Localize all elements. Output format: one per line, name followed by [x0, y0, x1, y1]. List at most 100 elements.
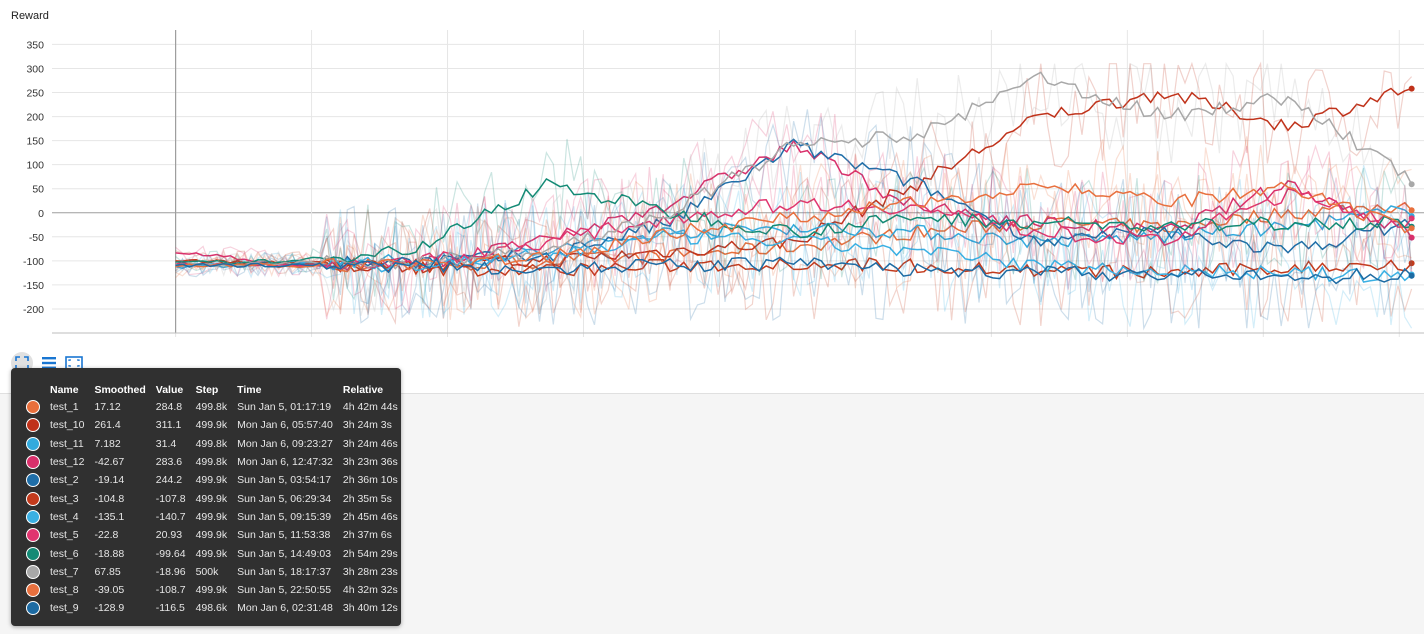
series-color-swatch	[26, 583, 40, 598]
y-tick-label: 250	[26, 88, 44, 100]
tooltip-cell-relative: 2h 35m 5s	[342, 492, 392, 505]
tooltip-row: test_11 7.182 31.4 499.8k Mon Jan 6, 09:23:2…	[21, 435, 403, 453]
tooltip-cell-name: test_5	[50, 529, 79, 542]
tooltip-row: test_12 -42.67 283.6 499.8k Mon Jan 6, 12:47…	[21, 453, 403, 471]
tooltip-cell-smoothed: -22.8	[94, 529, 119, 542]
raw-series-line	[175, 187, 1413, 329]
tooltip-swatch-cell	[21, 563, 45, 581]
tooltip-cell-value: 311.1	[155, 419, 182, 432]
tooltip-cell-time: Sun Jan 5, 22:50:55	[237, 584, 332, 597]
tooltip-cell-value: -116.5	[155, 602, 185, 615]
tooltip-cell-smoothed: -42.67	[94, 456, 125, 469]
tooltip-header-name: Name	[50, 384, 79, 396]
tooltip-cell-time: Sun Jan 5, 03:54:17	[237, 474, 332, 487]
smoothed-series-line	[175, 71, 1413, 270]
tooltip-cell-name: test_11	[50, 437, 84, 450]
raw-series-line	[175, 61, 1413, 326]
tooltip-cell-relative: 2h 45m 46s	[342, 510, 398, 523]
tooltip-header-smoothed: Smoothed	[94, 384, 146, 396]
tooltip-cell-smoothed: -39.05	[94, 584, 125, 597]
tooltip-row: test_10 261.4 311.1 499.9k Mon Jan 6, 05:57:…	[21, 416, 403, 434]
series-endpoint-marker	[1408, 234, 1415, 241]
tooltip-cell-name: test_10	[50, 419, 85, 432]
smoothed-series-line	[175, 256, 1413, 285]
tooltip-cell-relative: 3h 24m 46s	[342, 437, 398, 450]
tooltip-cell-name: test_1	[50, 401, 79, 414]
tooltip-swatch-cell	[21, 599, 45, 617]
raw-series-line	[175, 109, 1413, 319]
tooltip-cell-value: -140.7	[155, 510, 186, 523]
tooltip-cell-time: Sun Jan 5, 09:15:39	[237, 510, 332, 523]
tooltip-cell-time: Sun Jan 5, 01:17:19	[237, 401, 332, 414]
tooltip-cell-relative: 2h 37m 6s	[342, 529, 392, 542]
tooltip-row: test_6 -18.88 -99.64 499.9k Sun Jan 5, 14:49…	[21, 544, 403, 562]
tooltip-cell-time: Mon Jan 6, 12:47:32	[237, 456, 333, 469]
tooltip-cell-time: Sun Jan 5, 11:53:38	[237, 529, 331, 542]
tooltip-cell-step: 499.9k	[195, 547, 228, 560]
raw-series-line	[175, 144, 1413, 313]
tooltip-body: test_1 17.12 284.8 499.8k Sun Jan 5, 01:17:1…	[21, 398, 403, 618]
series-color-swatch	[26, 491, 40, 506]
tooltip-cell-value: -18.96	[155, 565, 186, 578]
series-endpoint-marker	[1408, 85, 1415, 92]
tooltip-swatch-cell	[21, 471, 45, 489]
tooltip-swatch-cell	[21, 398, 45, 416]
tooltip-swatch-cell	[21, 489, 45, 507]
tooltip-table: Name Smoothed Value Step Time Relative t…	[21, 382, 403, 618]
y-tick-label: -50	[29, 232, 44, 244]
toggle-log-button[interactable]	[38, 352, 60, 374]
tooltip-row: test_4 -135.1 -140.7 499.9k Sun Jan 5, 09:15…	[21, 508, 403, 526]
tooltip-header-row: Name Smoothed Value Step Time Relative	[21, 382, 403, 398]
y-tick-label: -150	[23, 280, 44, 292]
tooltip-cell-name: test_9	[50, 602, 79, 615]
tooltip-header-value: Value	[155, 384, 184, 396]
series-endpoint-marker	[1408, 207, 1415, 214]
tooltip-cell-value: -99.64	[155, 547, 186, 560]
tooltip-swatch-cell	[21, 508, 45, 526]
tooltip-cell-step: 499.9k	[195, 419, 228, 432]
tooltip-cell-name: test_2	[50, 474, 79, 487]
tooltip-cell-step: 499.9k	[195, 510, 228, 523]
tooltip-swatch-cell	[21, 453, 45, 471]
tooltip-cell-time: Sun Jan 5, 06:29:34	[237, 492, 332, 505]
tooltip-cell-time: Mon Jan 6, 05:57:40	[237, 419, 333, 432]
y-tick-label: 100	[26, 160, 44, 172]
series-endpoint-marker	[1408, 272, 1415, 279]
tooltip-cell-relative: 3h 24m 3s	[342, 419, 392, 432]
tooltip-header-swatch	[21, 382, 45, 398]
series-endpoint-marker	[1408, 181, 1415, 188]
expand-icon	[15, 356, 29, 370]
tooltip-cell-value: -107.8	[155, 492, 186, 505]
y-tick-label: 0	[38, 208, 44, 220]
y-tick-label: -100	[23, 256, 44, 268]
tooltip-swatch-cell	[21, 435, 45, 453]
tooltip-cell-relative: 3h 23m 36s	[342, 456, 398, 469]
tooltip-swatch-cell	[21, 416, 45, 434]
tooltip-cell-name: test_4	[50, 510, 79, 523]
tooltip-cell-smoothed: 261.4	[94, 419, 121, 432]
tooltip-cell-relative: 3h 40m 12s	[342, 602, 398, 615]
y-tick-label: 150	[26, 136, 44, 148]
tooltip-row: test_8 -39.05 -108.7 499.9k Sun Jan 5, 22:50…	[21, 581, 403, 599]
reward-chart[interactable]: -200 -150 -100 -50 0 50 100 150 200 250 300 350	[0, 0, 1424, 345]
series-color-swatch	[26, 546, 40, 561]
series-color-swatch	[26, 601, 40, 616]
y-tick-label: 200	[26, 112, 44, 124]
tooltip-row: test_7 67.85 -18.96 500k Sun Jan 5, 18:17:37…	[21, 563, 403, 581]
raw-series-line	[175, 61, 1412, 316]
series-color-swatch	[26, 528, 40, 543]
tooltip-header-time: Time	[237, 384, 262, 396]
tooltip-header-step: Step	[195, 384, 219, 396]
y-tick-label: 350	[26, 39, 44, 51]
series-color-swatch	[26, 509, 40, 524]
tooltip-cell-step: 499.9k	[195, 529, 228, 542]
smoothed-series-line	[175, 178, 1412, 265]
raw-series-line	[175, 165, 1413, 318]
series-color-swatch	[26, 400, 40, 415]
tooltip-cell-relative: 2h 54m 29s	[342, 547, 398, 560]
tooltip-cell-smoothed: -19.14	[94, 474, 125, 487]
series-endpoint-marker	[1408, 225, 1415, 232]
tooltip-cell-name: test_7	[50, 565, 79, 578]
series-color-swatch	[26, 564, 40, 579]
tooltip-cell-value: 284.8	[155, 401, 183, 414]
